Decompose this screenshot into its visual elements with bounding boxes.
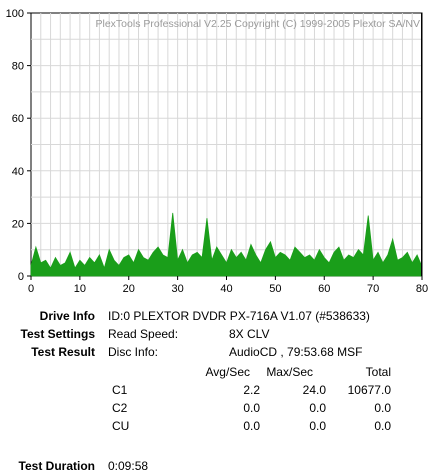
x-tick-label: 10 xyxy=(74,283,86,295)
drive-info-label: Drive Info xyxy=(39,309,95,323)
header-total: Total xyxy=(365,365,391,379)
row-avg-cu: 0.0 xyxy=(243,419,260,433)
y-tick-label: 60 xyxy=(12,113,24,125)
read-speed-label: Read Speed: xyxy=(108,327,179,341)
test-result-label: Test Result xyxy=(31,345,95,359)
chart-watermark: PlexTools Professional V2.25 Copyright (… xyxy=(96,18,421,30)
row-total-c1: 10677.0 xyxy=(347,383,391,397)
y-tick-label: 0 xyxy=(18,271,24,283)
header-avg: Avg/Sec xyxy=(205,365,250,379)
header-max: Max/Sec xyxy=(266,365,313,379)
test-duration-label: Test Duration xyxy=(18,459,95,473)
y-tick-label: 20 xyxy=(12,218,24,230)
series-area-c1 xyxy=(30,212,422,277)
x-tick-label: 80 xyxy=(416,283,428,295)
y-tick-label: 40 xyxy=(12,166,24,178)
row-name-cu: CU xyxy=(112,419,130,433)
grid-lines xyxy=(31,13,422,276)
disc-info-label: Disc Info: xyxy=(108,345,159,359)
axis-labels: 0 10 20 30 40 50 60 70 80 0 20 40 60 80 100 xyxy=(6,8,428,295)
test-settings-label: Test Settings xyxy=(20,327,95,341)
row-name-c1: C1 xyxy=(112,383,128,397)
series-group xyxy=(30,13,423,277)
row-avg-c2: 0.0 xyxy=(243,401,260,415)
error-rate-chart: PlexTools Professional V2.25 Copyright (… xyxy=(6,8,428,295)
x-tick-label: 60 xyxy=(318,283,330,295)
drive-info-value: ID:0 PLEXTOR DVDR PX-716A V1.07 (#538633… xyxy=(108,309,370,323)
row-max-c1: 24.0 xyxy=(302,383,326,397)
test-duration-value: 0:09:58 xyxy=(108,459,149,473)
row-name-c2: C2 xyxy=(112,401,128,415)
x-tick-label: 70 xyxy=(367,283,379,295)
x-tick-label: 50 xyxy=(269,283,281,295)
row-max-cu: 0.0 xyxy=(309,419,326,433)
row-total-c2: 0.0 xyxy=(374,401,391,415)
disc-info-value: AudioCD , 79:53.68 MSF xyxy=(229,345,363,359)
x-tick-label: 40 xyxy=(220,283,232,295)
y-tick-label: 80 xyxy=(12,61,24,73)
x-tick-label: 0 xyxy=(28,283,34,295)
row-total-cu: 0.0 xyxy=(374,419,391,433)
read-speed-value: 8X CLV xyxy=(229,327,270,341)
row-max-c2: 0.0 xyxy=(309,401,326,415)
x-tick-label: 30 xyxy=(172,283,184,295)
chart-svg: PlexTools Professional V2.25 Copyright (… xyxy=(6,8,428,295)
row-avg-c1: 2.2 xyxy=(243,383,260,397)
x-tick-label: 20 xyxy=(123,283,135,295)
y-tick-label: 100 xyxy=(6,8,24,20)
